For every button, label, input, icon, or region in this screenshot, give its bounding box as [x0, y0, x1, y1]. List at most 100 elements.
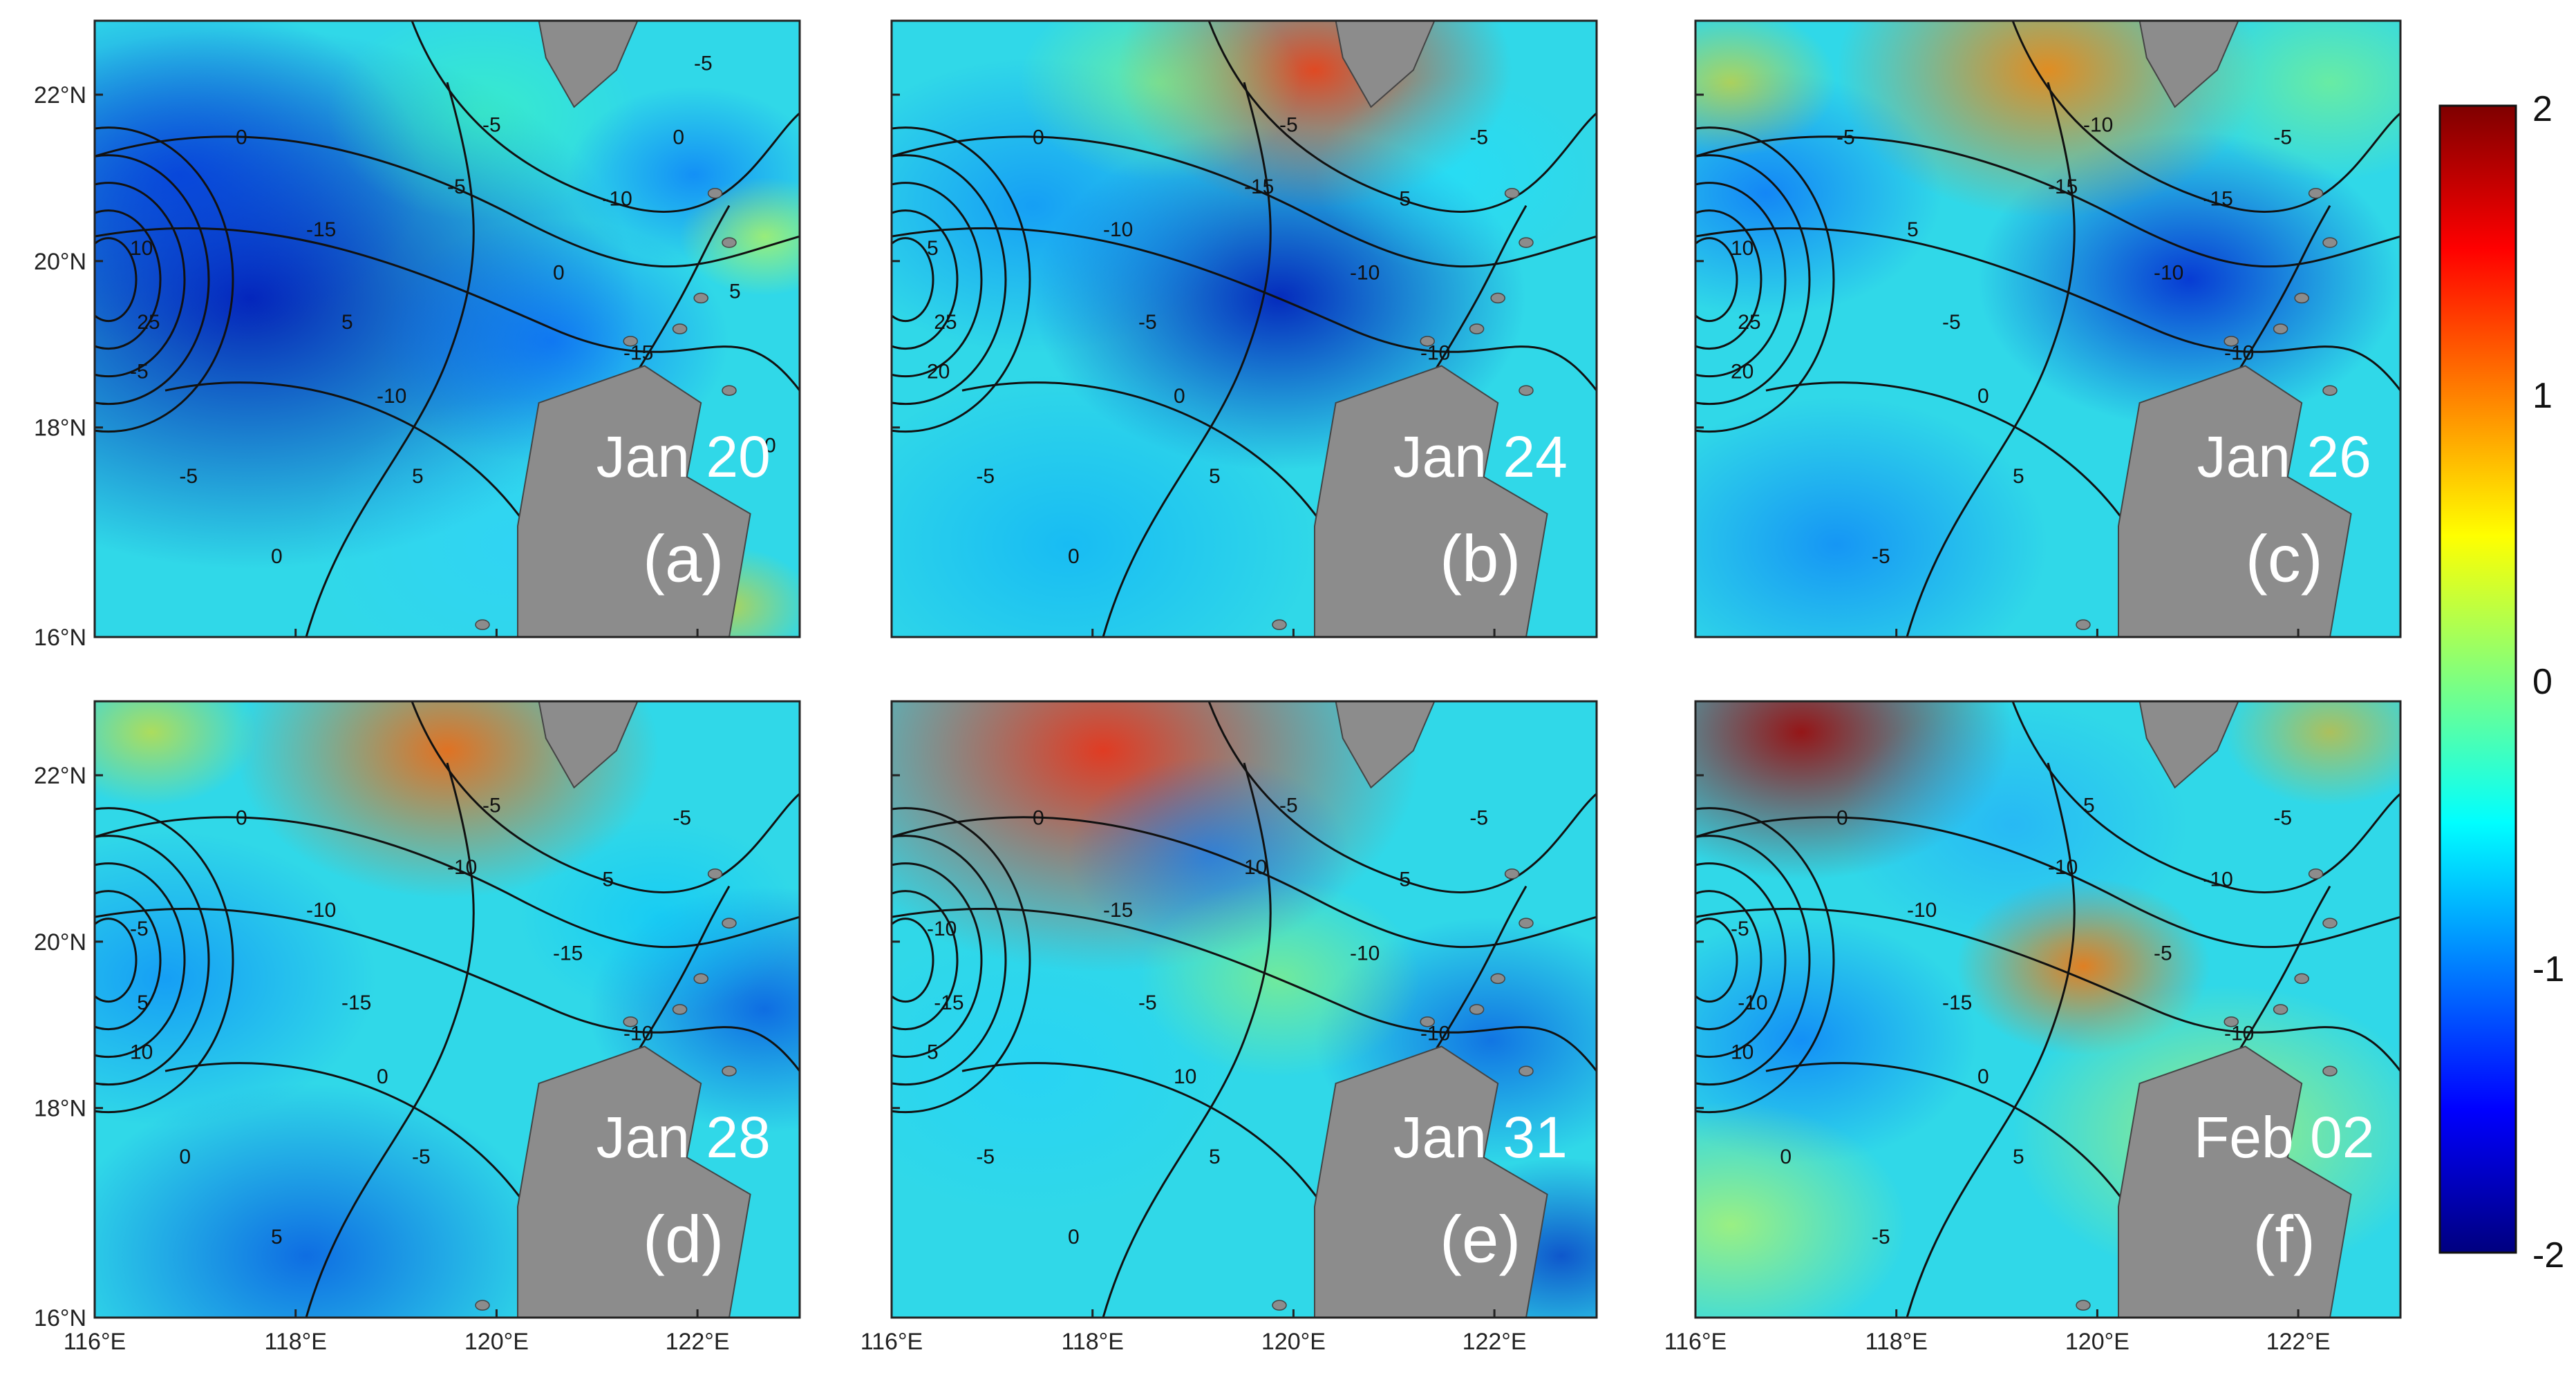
land-island — [1504, 188, 1520, 199]
contour-label: -5 — [1469, 806, 1488, 829]
x-tick-label: 122°E — [1463, 1329, 1527, 1355]
field-blob — [95, 830, 377, 1127]
colorbar-tick-label: 2 — [2532, 89, 2553, 129]
contour-line — [2011, 701, 2400, 894]
contour-label: -15 — [1942, 991, 1972, 1014]
contour-line — [2011, 21, 2400, 213]
panel-letter-label: (b) — [1440, 522, 1521, 596]
y-tick-label: 22°N — [34, 763, 86, 789]
land-island — [672, 323, 688, 334]
contour-label: -10 — [1103, 218, 1133, 241]
panel-letter-label: (a) — [643, 522, 724, 596]
land-luzon — [1314, 1045, 1548, 1318]
land-island — [722, 385, 737, 396]
contour-line — [95, 918, 138, 1003]
x-tick-label: 120°E — [2065, 1329, 2130, 1355]
x-tick-label: 120°E — [1261, 1329, 1326, 1355]
contour-label: -5 — [2154, 942, 2172, 965]
contour-label: -5 — [1731, 918, 1749, 940]
contour-label: 0 — [1174, 385, 1185, 408]
x-tick-label: 118°E — [264, 1329, 326, 1355]
contour-label: -5 — [2273, 126, 2292, 149]
contour-label: 10 — [1731, 237, 1754, 260]
land-island — [2273, 1004, 2288, 1015]
contour-label: 0 — [553, 262, 565, 285]
y-tick-label: 20°N — [34, 929, 86, 956]
contour-label: 10 — [1174, 1065, 1196, 1088]
colorbar: 2 1 0 -1 -2 — [2438, 89, 2564, 1275]
contour-label: 5 — [927, 237, 939, 260]
contour-label: 5 — [271, 1226, 283, 1249]
contour-label: 5 — [341, 311, 353, 334]
panel-date-label: Jan 24 — [1393, 424, 1568, 489]
panel-frame — [890, 700, 1598, 1319]
panel-date-label: Jan 31 — [1393, 1105, 1568, 1170]
contour-line — [892, 807, 1031, 1114]
contour-line — [892, 862, 983, 1059]
panel-frame — [93, 19, 801, 638]
land-island — [1469, 323, 1485, 334]
contour-line — [1695, 126, 1835, 433]
y-tick-label: 18°N — [34, 415, 86, 442]
land-island — [623, 336, 638, 347]
land-island — [1519, 237, 1534, 248]
contour-line — [1695, 154, 1811, 406]
contour-label: -10 — [447, 856, 477, 879]
land-island — [722, 1065, 737, 1076]
land-island — [2076, 1300, 2091, 1311]
panel-frame — [1694, 700, 2402, 1319]
contour-label: -5 — [673, 806, 691, 829]
land-island — [672, 1004, 688, 1015]
contour-label: -5 — [1872, 545, 1890, 568]
contour-line — [1695, 182, 1787, 378]
contour-label: -15 — [934, 991, 963, 1014]
contour-label: 5 — [602, 868, 614, 891]
land-island — [1420, 1016, 1435, 1027]
contour-label: -10 — [927, 918, 957, 940]
contour-label: 0 — [1977, 385, 1989, 408]
contour-label: 0 — [1033, 806, 1044, 829]
field-blob — [1695, 21, 1836, 157]
land-island — [2224, 336, 2239, 347]
contour-line — [892, 126, 1031, 433]
contour-label: 0 — [179, 1146, 191, 1168]
x-tick-label: 122°E — [666, 1329, 730, 1355]
panel-letter-label: (f) — [2253, 1203, 2315, 1277]
colorbar-tick-label: -2 — [2532, 1235, 2564, 1275]
contour-label: -15 — [1244, 175, 1274, 198]
contour-label: 0 — [1033, 126, 1044, 149]
land-island — [2308, 188, 2324, 199]
land-island — [2273, 323, 2288, 334]
y-tick-label: 16°N — [34, 1305, 86, 1331]
contour-label: -5 — [482, 114, 501, 137]
contour-line — [95, 890, 162, 1031]
contour-line — [1695, 816, 2400, 949]
land-island — [1420, 336, 1435, 347]
contour-line — [1695, 237, 1738, 323]
land-island — [2322, 1065, 2338, 1076]
contour-label: 20 — [1731, 360, 1754, 383]
contour-label: -5 — [1836, 126, 1855, 149]
land-island — [1504, 868, 1520, 880]
contour-line — [1695, 907, 2400, 1072]
field-blob — [95, 1083, 553, 1318]
field-blob — [892, 372, 1315, 637]
contour-line — [95, 126, 234, 433]
contour-label: -10 — [377, 385, 406, 408]
contour-line — [892, 135, 1597, 268]
contour-label: -5 — [1138, 311, 1157, 334]
land-island — [623, 1016, 638, 1027]
field-blob — [1695, 397, 2048, 637]
contour-line — [411, 701, 800, 894]
contour-line — [95, 807, 234, 1114]
field-blob — [2224, 701, 2400, 806]
contour-label: -5 — [482, 795, 501, 817]
land-island — [2294, 292, 2309, 304]
contour-line — [95, 209, 162, 350]
contour-label: 10 — [130, 1041, 153, 1063]
contour-label: -15 — [306, 218, 336, 241]
land-island — [475, 1300, 490, 1311]
land-island — [2322, 385, 2338, 396]
